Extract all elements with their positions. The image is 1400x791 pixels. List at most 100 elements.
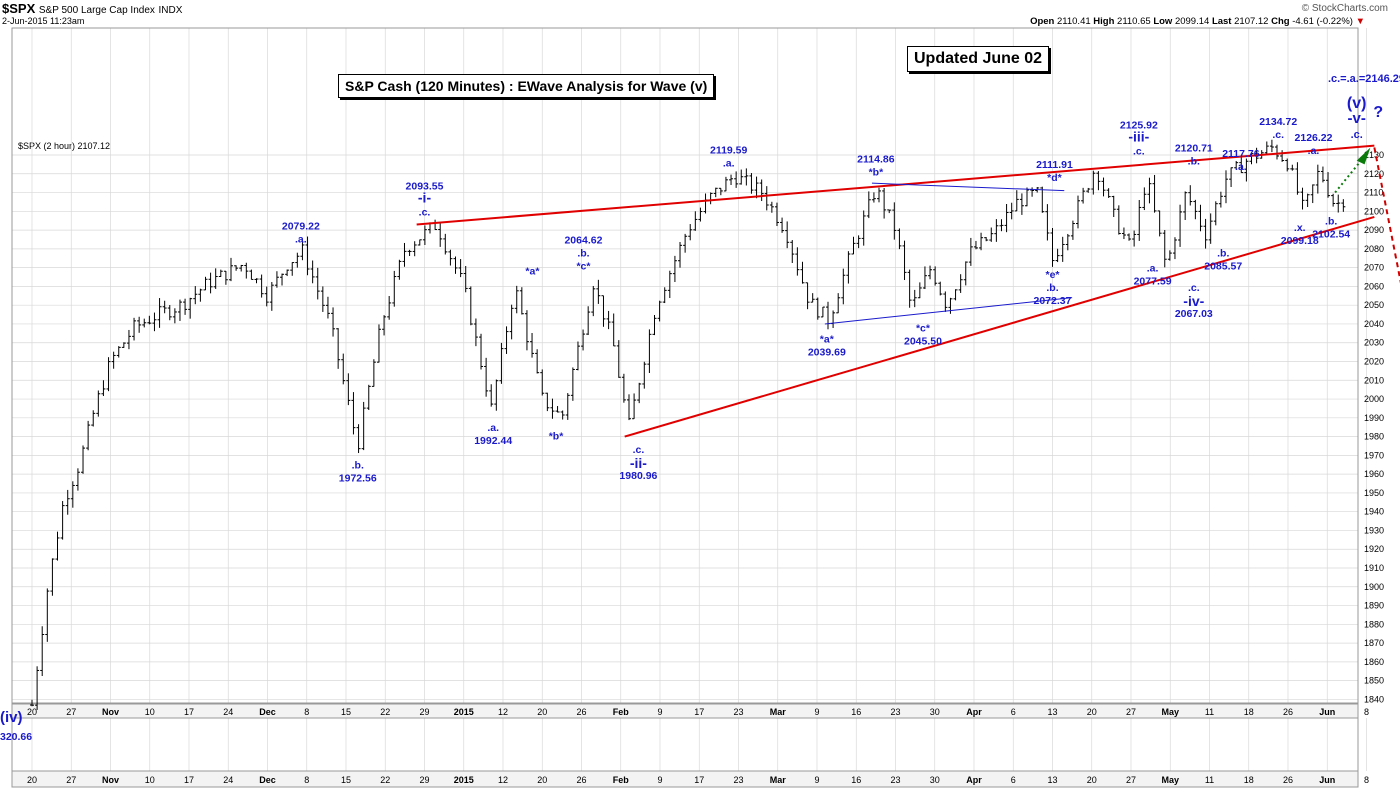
- chg-label: Chg: [1271, 16, 1290, 27]
- lower-wedge-trendline: [624, 215, 1375, 438]
- x-tick-label: 2015: [454, 707, 474, 717]
- x-tick-label: 20: [537, 707, 547, 717]
- wave-label: .a.: [295, 233, 307, 245]
- wave-label: .a.: [1147, 262, 1159, 274]
- target-wave-label: -v-: [1348, 110, 1366, 127]
- y-tick-label: 2130: [1364, 150, 1384, 160]
- x-tick-label: 26: [576, 707, 586, 717]
- x-tick-label: 8: [304, 707, 309, 717]
- quote-line: Open 2110.41 High 2110.65 Low 2099.14 La…: [1030, 16, 1365, 27]
- x-tick-label-lower: 26: [576, 775, 586, 785]
- x-tick-label: 22: [380, 707, 390, 717]
- wave-label: 2085.57: [1204, 260, 1242, 272]
- x-tick-label-lower: 16: [851, 775, 861, 785]
- upper-wedge-trendline: [416, 144, 1375, 226]
- header-symbol-line: $SPX S&P 500 Large Cap Index INDX: [2, 1, 182, 16]
- y-tick-label: 2040: [1364, 319, 1384, 329]
- wave-label: 1980.96: [619, 470, 657, 482]
- triangle-upper-line: [871, 182, 1065, 192]
- high-label: High: [1093, 16, 1115, 27]
- x-tick-label-lower: 11: [1205, 775, 1214, 785]
- x-tick-label: 23: [733, 707, 743, 717]
- wave-label: 2102.54: [1312, 229, 1350, 241]
- wave-label: .c.: [1133, 146, 1145, 158]
- last-label: Last: [1211, 16, 1232, 27]
- x-tick-label: Jun: [1319, 707, 1335, 717]
- x-tick-label: 6: [1011, 707, 1016, 717]
- x-tick-label-lower: 10: [145, 775, 155, 785]
- wave-label: .b.: [577, 248, 589, 260]
- x-tick-label: Mar: [770, 707, 787, 717]
- x-tick-label-lower: 2015: [454, 775, 474, 785]
- wave-label: .c.: [1188, 282, 1200, 294]
- x-tick-label-lower: Mar: [770, 775, 787, 785]
- brand: © StockCharts.com: [1301, 3, 1388, 14]
- y-tick-label: 2070: [1364, 263, 1384, 273]
- y-tick-label: 1850: [1364, 676, 1384, 686]
- wave-label: *e*: [1045, 269, 1060, 281]
- wave-label: *a*: [525, 266, 540, 278]
- wave-label: .c.: [419, 206, 431, 218]
- x-tick-label: 11: [1205, 707, 1214, 717]
- x-tick-label: 24: [223, 707, 233, 717]
- wave-label: 2114.86: [857, 153, 895, 165]
- x-tick-label-lower: 9: [657, 775, 662, 785]
- projection-down-line: [1373, 147, 1400, 284]
- x-tick-label: 27: [1126, 707, 1136, 717]
- x-tick-label-lower: 30: [930, 775, 940, 785]
- wave-label: -iv-: [1183, 293, 1204, 309]
- x-tick-label: 27: [66, 707, 76, 717]
- y-tick-label: 1950: [1364, 488, 1384, 498]
- x-tick-label-lower: 9: [814, 775, 819, 785]
- x-tick-label: Feb: [613, 707, 630, 717]
- y-tick-label: 2030: [1364, 338, 1384, 348]
- wave-label: .b.: [1046, 282, 1058, 294]
- wave-label: .b.: [1325, 216, 1337, 228]
- wave-label: 2099.18: [1281, 235, 1319, 247]
- x-tick-label-lower: 15: [341, 775, 351, 785]
- wave-label: 2064.62: [564, 235, 602, 247]
- y-tick-label: 1970: [1364, 450, 1384, 460]
- x-tick-label-lower: Jun: [1319, 775, 1335, 785]
- y-tick-label: 2110: [1364, 188, 1383, 198]
- wave-label: 2039.69: [808, 347, 846, 359]
- wave-label: *b*: [869, 166, 885, 178]
- x-tick-label-lower: 23: [733, 775, 743, 785]
- wave-label: 2126.22: [1295, 132, 1333, 144]
- date-strip-top: [11, 703, 1359, 719]
- triangle-lower-line: [824, 297, 1073, 325]
- y-tick-label: 1890: [1364, 601, 1384, 611]
- x-tick-label: 15: [341, 707, 351, 717]
- x-tick-label-lower: 13: [1047, 775, 1057, 785]
- wave-label: *c*: [576, 261, 591, 273]
- x-tick-label-lower: 20: [537, 775, 547, 785]
- lower-panel-border: [11, 717, 1359, 772]
- chart-title-box: S&P Cash (120 Minutes) : EWave Analysis …: [338, 74, 715, 98]
- wave-label: 2072.37: [1034, 295, 1072, 307]
- open-label: Open: [1030, 16, 1055, 27]
- date-strip-bottom: [11, 770, 1359, 788]
- wave-label: *b*: [549, 431, 565, 443]
- wave-label: .x.: [1294, 222, 1306, 234]
- x-tick-label-lower: 23: [890, 775, 900, 785]
- x-tick-label-lower: 22: [380, 775, 390, 785]
- x-tick-label-lower: Feb: [613, 775, 630, 785]
- y-tick-label: 1870: [1364, 638, 1384, 648]
- wave-label: 2120.71: [1175, 142, 1213, 154]
- x-tick-label: 12: [498, 707, 508, 717]
- y-tick-label: 1990: [1364, 413, 1384, 423]
- x-tick-label: 13: [1047, 707, 1057, 717]
- timestamp: 2-Jun-2015 11:23am: [2, 16, 85, 26]
- wave-label: 2125.92: [1120, 120, 1158, 132]
- wave-label: -ii-: [630, 455, 647, 471]
- wave-label: .a.: [1235, 161, 1247, 173]
- x-tick-label: 30: [930, 707, 940, 717]
- wave-label: 2111.91: [1036, 159, 1073, 171]
- y-tick-label: 1930: [1364, 525, 1384, 535]
- y-tick-label: 1910: [1364, 563, 1384, 573]
- y-tick-label: 2060: [1364, 281, 1384, 291]
- target-wave-label: .c.: [1351, 129, 1363, 141]
- x-tick-label: 18: [1244, 707, 1254, 717]
